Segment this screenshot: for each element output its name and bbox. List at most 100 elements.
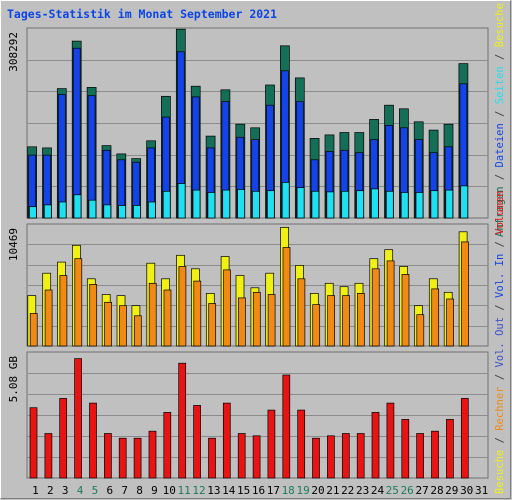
x-tick-label: 26	[401, 484, 414, 497]
bar-seiten	[266, 190, 275, 219]
x-tick-label: 4	[77, 484, 84, 497]
bar-rechner	[44, 289, 53, 347]
bar-volumen	[74, 358, 82, 479]
bar-volumen	[237, 433, 246, 479]
legend-entry: Seiten	[494, 66, 506, 104]
bar-rechner	[267, 294, 276, 347]
x-tick-label: 22	[341, 484, 354, 497]
legend-top: Anfragen / Dateien / Seiten / Besuche	[494, 3, 506, 237]
legend-entry: Volumen	[494, 190, 506, 234]
bar-rechner	[89, 284, 98, 347]
legend-entry: Besuche	[494, 450, 506, 494]
bar-seiten	[371, 188, 379, 219]
x-tick-label: 15	[237, 484, 250, 497]
bar-rechner	[178, 266, 187, 347]
bar-volumen	[178, 362, 187, 479]
x-tick-label: 9	[151, 484, 158, 497]
bar-seiten	[133, 205, 141, 219]
x-tick-label: 13	[207, 484, 220, 497]
x-tick-label: 30	[460, 484, 473, 497]
x-tick-label: 23	[356, 484, 369, 497]
bar-volumen	[312, 437, 320, 479]
bar-rechner	[461, 241, 469, 347]
bar-rechner	[59, 275, 68, 347]
y-tick-label: 308292	[7, 32, 20, 72]
x-tick-label: 20	[311, 484, 324, 497]
legend-entry: /	[494, 298, 506, 317]
bar-seiten	[162, 190, 171, 219]
bar-rechner	[133, 315, 142, 347]
x-tick-label: 8	[136, 484, 143, 497]
legend-entry: Anfragen	[494, 186, 506, 237]
x-tick-label: 24	[371, 484, 385, 497]
bar-rechner	[401, 274, 410, 347]
bar-rechner	[431, 288, 440, 347]
bar-seiten	[88, 199, 97, 219]
legend-entry: /	[494, 167, 506, 186]
bar-seiten	[103, 204, 112, 219]
bar-volumen	[193, 405, 201, 479]
bar-rechner	[148, 282, 157, 347]
x-tick-label: 25	[386, 484, 399, 497]
bar-rechner	[446, 298, 454, 347]
bar-dateien	[72, 47, 81, 219]
bar-rechner	[193, 280, 202, 347]
bar-volumen	[89, 402, 97, 479]
x-tick-label: 7	[121, 484, 128, 497]
bar-rechner	[386, 260, 395, 347]
bar-volumen	[118, 437, 127, 479]
x-tick-label: 16	[252, 484, 265, 497]
bar-seiten	[43, 204, 52, 219]
x-tick-label: 1	[32, 484, 39, 497]
bar-volumen	[297, 409, 306, 479]
legend-entry: /	[494, 235, 506, 254]
bar-seiten	[207, 192, 216, 219]
bar-rechner	[252, 291, 261, 347]
bar-seiten	[385, 190, 394, 219]
bar-volumen	[222, 402, 231, 479]
bar-volumen	[431, 430, 439, 479]
bar-seiten	[356, 190, 364, 219]
bar-seiten	[177, 183, 186, 219]
y-tick-label: 5.08 GB	[7, 356, 20, 403]
bar-volumen	[371, 412, 380, 479]
x-tick-label: 29	[445, 484, 458, 497]
bar-rechner	[327, 295, 335, 347]
legend-entry: Besuche	[494, 3, 506, 47]
bar-rechner	[238, 297, 246, 347]
bar-seiten	[118, 205, 126, 219]
x-tick-label: 31	[475, 484, 488, 497]
bar-seiten	[237, 189, 245, 219]
bar-volumen	[416, 433, 424, 479]
x-tick-label: 19	[296, 484, 309, 497]
bar-rechner	[104, 301, 112, 347]
x-tick-label: 17	[267, 484, 280, 497]
bar-volumen	[252, 435, 261, 479]
legend-bottom: Besuche / Rechner / Vol. Out / Vol. In /…	[494, 190, 506, 494]
bar-rechner	[223, 269, 231, 347]
bar-rechner	[208, 303, 217, 347]
bar-volumen	[104, 433, 112, 479]
bar-volumen	[460, 398, 469, 479]
legend-entry: /	[494, 104, 506, 123]
bar-seiten	[445, 189, 454, 219]
bar-rechner	[74, 258, 83, 347]
bar-volumen	[148, 430, 157, 479]
x-tick-label: 11	[177, 484, 190, 497]
bar-volumen	[163, 412, 172, 479]
x-tick-label: 2	[47, 484, 54, 497]
bar-seiten	[311, 190, 320, 219]
bar-rechner	[357, 293, 365, 347]
bar-volumen	[29, 407, 38, 479]
x-tick-label: 27	[415, 484, 428, 497]
bar-volumen	[133, 437, 142, 479]
bar-volumen	[44, 433, 53, 479]
bar-volumen	[386, 402, 395, 479]
x-tick-label: 18	[282, 484, 295, 497]
x-tick-label: 12	[192, 484, 205, 497]
bar-volumen	[341, 433, 350, 479]
bar-seiten	[58, 201, 67, 219]
legend-entry: Vol. In	[494, 254, 506, 298]
bar-seiten	[148, 201, 156, 219]
